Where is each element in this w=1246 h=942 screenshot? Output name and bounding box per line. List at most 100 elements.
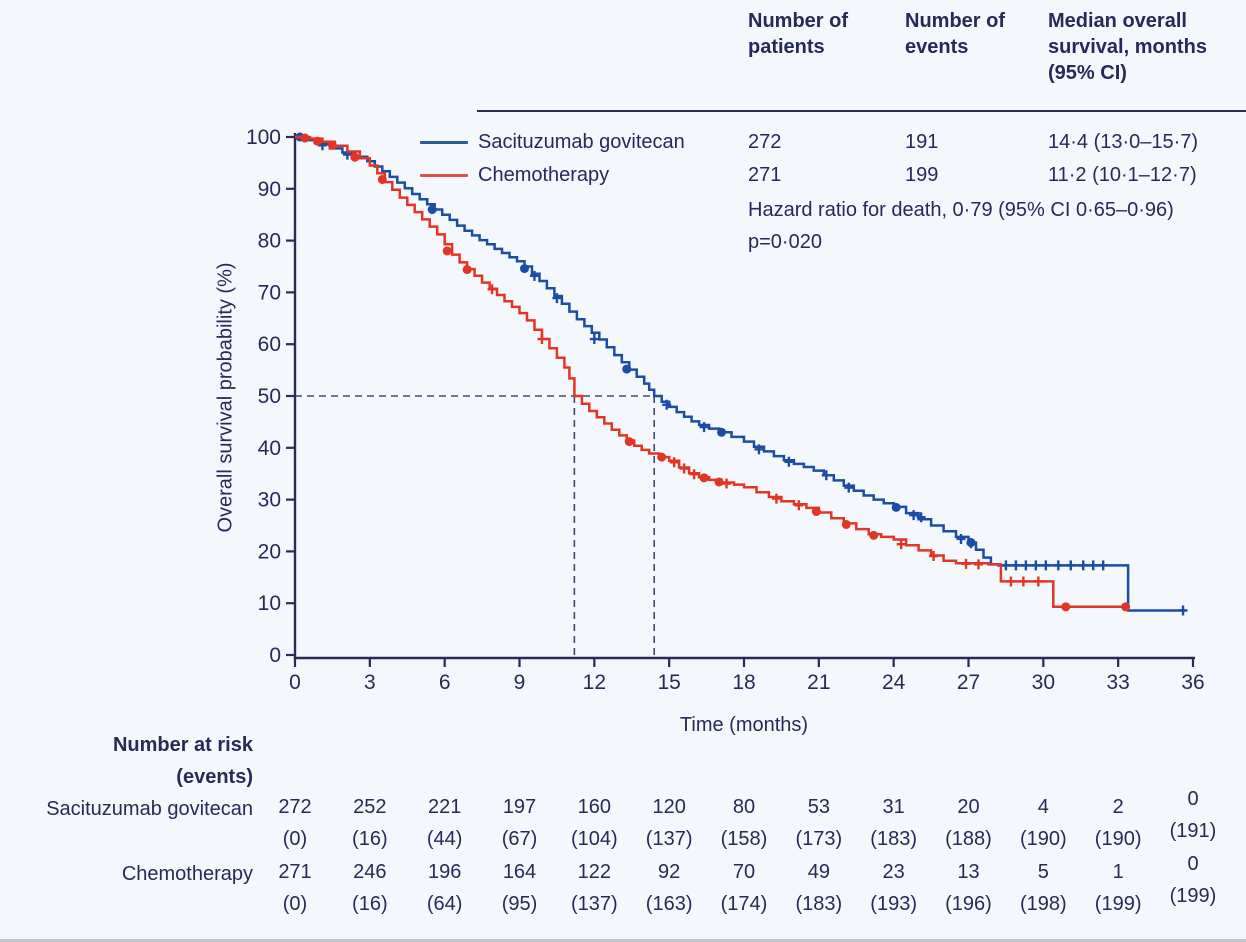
legend-label-sacituzumab: Sacituzumab govitecan [478,131,685,153]
censor-mark-chemotherapy-10 [961,558,971,569]
risk-cell-sacituzumab-events-m12: (104) [570,828,618,850]
event-dot-sacituzumab-govitecan-4 [717,427,727,437]
censor-mark-chemotherapy-12 [1006,576,1016,587]
risk-row-label-chemotherapy: Chemotherapy [121,863,253,885]
event-dot-sacituzumab-govitecan-3 [622,364,632,374]
event-dot-chemotherapy-9 [699,473,709,483]
x-tick-label-30: 30 [1032,671,1055,694]
event-dot-sacituzumab-govitecan-6 [966,538,976,548]
risk-cell-chemotherapy-events-m12: (137) [570,893,618,915]
event-dot-chemotherapy-4 [377,174,387,184]
censor-mark-sacituzumab-govitecan-19 [1041,560,1051,571]
event-dot-sacituzumab-govitecan-1 [427,205,437,215]
risk-cell-chemotherapy-atrisk-m0: 271 [278,861,312,883]
event-dot-chemotherapy-10 [714,477,724,487]
risk-cell-sacituzumab-events-m6: (44) [426,828,463,850]
event-dot-sacituzumab-govitecan-2 [519,264,529,274]
chemotherapy-events-value: 199 [905,164,939,186]
risk-cell-chemotherapy-events-m0: (0) [282,893,308,915]
risk-cell-chemotherapy-atrisk-m33: 1 [1112,861,1124,883]
risk-cell-sacituzumab-atrisk-m15: 120 [652,796,686,818]
y-tick-label-40: 40 [258,437,281,460]
risk-cell-chemotherapy-events-m6: (64) [426,893,463,915]
risk-cell-chemotherapy-atrisk-m12: 122 [577,861,612,883]
risk-cell-sacituzumab-events-m0: (0) [282,828,308,850]
y-tick-label-100: 100 [246,126,281,149]
risk-cell-sacituzumab-atrisk-m27: 20 [957,796,980,818]
censor-mark-sacituzumab-govitecan-22 [1078,560,1088,571]
event-dot-chemotherapy-15 [1121,602,1131,612]
y-tick-label-80: 80 [258,230,281,253]
risk-cell-chemotherapy-atrisk-m21: 49 [807,861,830,883]
censor-mark-chemotherapy-13 [1018,576,1028,587]
summary-col-patients-header: Number of patients [748,10,848,58]
risk-cell-chemotherapy-atrisk-m3: 246 [353,861,387,883]
x-tick-label-24: 24 [882,671,906,694]
event-dot-sacituzumab-govitecan-5 [891,502,901,512]
risk-cell-chemotherapy-atrisk-m18: 70 [732,861,756,883]
risk-cell-sacituzumab-atrisk-m33: 2 [1112,796,1124,818]
censor-mark-sacituzumab-govitecan-21 [1066,560,1076,571]
figure-bottom-edge [0,939,1246,942]
censor-mark-sacituzumab-govitecan-25 [1178,605,1188,616]
sacituzumab-events-value: 191 [905,131,939,153]
event-dot-chemotherapy-2 [327,140,337,150]
censor-mark-sacituzumab-govitecan-23 [1088,560,1098,571]
event-dot-chemotherapy-0 [300,133,310,143]
x-tick-label-12: 12 [583,671,606,694]
censor-mark-sacituzumab-govitecan-18 [1031,560,1041,571]
risk-cell-sacituzumab-atrisk-m3: 252 [353,796,387,818]
x-axis-title: Time (months) [679,714,809,736]
event-dot-chemotherapy-14 [1061,602,1071,612]
hazard-ratio-text: Hazard ratio for death, 0·79 (95% CI 0·6… [748,199,1174,221]
risk-cell-chemotherapy-events-m9: (95) [501,893,538,915]
y-tick-label-50: 50 [258,385,281,408]
risk-cell-chemotherapy-atrisk-m27: 13 [957,861,980,883]
summary-col-median-header: Median overall survival, months (95% CI) [1048,10,1207,84]
censor-mark-sacituzumab-govitecan-8 [784,456,794,467]
censor-mark-sacituzumab-govitecan-15 [1001,560,1011,571]
risk-cell-sacituzumab-atrisk-m12: 160 [577,796,612,818]
event-dot-chemotherapy-12 [841,519,851,529]
y-tick-label-20: 20 [258,540,281,563]
event-dot-chemotherapy-5 [442,246,452,256]
risk-cell-sacituzumab-atrisk-m6: 221 [427,796,462,818]
x-tick-label-0: 0 [289,671,301,694]
censor-mark-chemotherapy-7 [794,500,804,511]
risk-cell-sacituzumab-atrisk-m21: 53 [807,796,830,818]
risk-cell-sacituzumab-events-m15: (137) [645,828,693,850]
y-tick-label-70: 70 [258,281,281,304]
risk-cell-chemotherapy-events-m24: (193) [870,893,917,915]
risk-cell-chemotherapy-events-m18: (174) [720,893,768,915]
risk-cell-sacituzumab-events-m21: (173) [795,828,843,850]
risk-cell-sacituzumab-events-m3: (16) [352,828,388,850]
risk-cell-chemotherapy-events-m30: (198) [1019,893,1067,915]
risk-cell-chemotherapy-events-m27: (196) [945,893,992,915]
risk-cell-sacituzumab-atrisk-m24: 31 [882,796,905,818]
censor-mark-sacituzumab-govitecan-4 [589,334,599,345]
risk-cell-chemotherapy-events-m15: (163) [645,893,693,915]
y-tick-label-30: 30 [258,489,281,512]
event-dot-chemotherapy-6 [462,265,472,275]
risk-cell-chemotherapy-events-m3: (16) [352,893,388,915]
sacituzumab-patients-value: 272 [748,131,782,153]
risk-table-title-events: (events) [176,766,253,788]
censor-mark-chemotherapy-2 [669,457,679,468]
risk-table-title: Number at risk [112,734,253,756]
risk-cell-chemotherapy-atrisk-m24: 23 [882,861,905,883]
summary-col-events-header: Number of events [905,10,1005,58]
x-tick-label-18: 18 [732,671,755,694]
risk-cell-chemotherapy-events-m33: (199) [1094,893,1142,915]
censor-mark-chemotherapy-3 [679,463,689,474]
censor-mark-chemotherapy-14 [1033,576,1043,587]
legend-label-chemotherapy: Chemotherapy [478,164,610,186]
risk-cell-chemotherapy-atrisk-m6: 196 [427,861,462,883]
risk-cell-sacituzumab-events-m27: (188) [945,828,992,850]
risk-cell-sacituzumab-events-m9: (67) [501,828,538,850]
risk-cell-sacituzumab-atrisk-m0: 272 [278,796,312,818]
risk-cell-chemotherapy-events-m21: (183) [795,893,843,915]
censor-mark-chemotherapy-11 [973,559,983,570]
x-tick-label-21: 21 [807,671,830,694]
risk-cell-sacituzumab-events-m30: (190) [1019,828,1067,850]
